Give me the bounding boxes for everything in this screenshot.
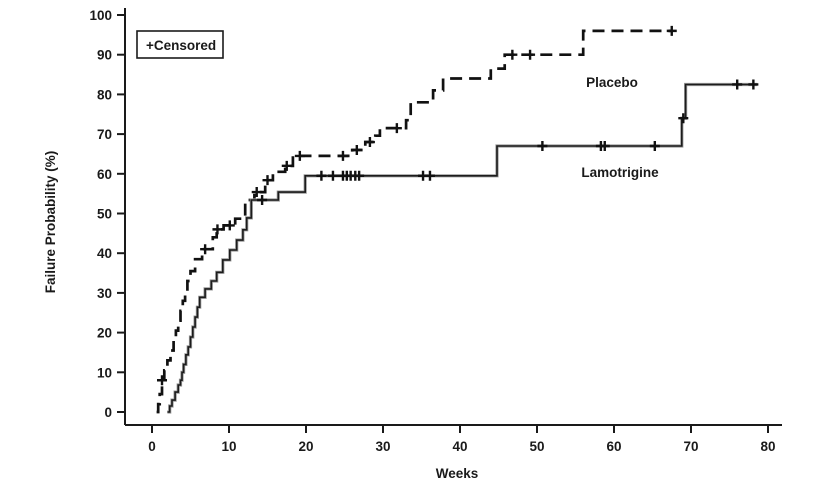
lamotrigine-series-label: Lamotrigine <box>581 165 659 180</box>
lamotrigine-censor-mark <box>537 141 548 152</box>
y-tick-label: 50 <box>97 207 112 222</box>
placebo-censor-mark <box>294 150 305 161</box>
y-tick-label: 20 <box>97 326 112 341</box>
x-tick-label: 70 <box>683 439 698 454</box>
placebo-censor-mark <box>507 49 518 60</box>
placebo-censor-mark <box>200 244 211 255</box>
placebo-curve <box>156 29 672 414</box>
x-tick-label: 50 <box>529 439 544 454</box>
lamotrigine-censor-mark <box>257 195 268 206</box>
placebo-censor-mark <box>337 150 348 161</box>
lamotrigine-censor-mark <box>678 113 689 124</box>
y-tick-label: 100 <box>89 8 112 23</box>
placebo-censor-mark <box>364 137 375 148</box>
x-tick-label: 80 <box>760 439 775 454</box>
y-axis-title: Failure Probability (%) <box>43 151 58 294</box>
y-tick-label: 30 <box>97 286 112 301</box>
censored-legend-label: +Censored <box>146 38 216 53</box>
lamotrigine-censor-mark <box>748 79 759 90</box>
placebo-censor-mark <box>251 187 262 198</box>
x-tick-label: 20 <box>298 439 313 454</box>
placebo-series-label: Placebo <box>586 75 638 90</box>
lamotrigine-censor-mark <box>354 170 365 181</box>
lamotrigine-censor-mark <box>316 170 327 181</box>
placebo-censor-mark <box>157 375 168 386</box>
placebo-censor-mark <box>224 220 235 231</box>
placebo-censor-mark <box>281 160 292 171</box>
x-tick-label: 0 <box>148 439 156 454</box>
y-tick-label: 90 <box>97 48 112 63</box>
y-tick-label: 70 <box>97 127 112 142</box>
y-tick-label: 0 <box>104 405 112 420</box>
placebo-censor-mark <box>525 49 536 60</box>
x-axis-title: Weeks <box>436 466 479 481</box>
lamotrigine-censor-mark <box>649 141 660 152</box>
y-tick-label: 10 <box>97 365 112 380</box>
x-tick-label: 10 <box>221 439 236 454</box>
y-tick-label: 80 <box>97 87 112 102</box>
placebo-censor-mark <box>212 224 223 235</box>
placebo-censor-mark <box>351 144 362 155</box>
y-tick-label: 60 <box>97 167 112 182</box>
x-tick-label: 60 <box>606 439 621 454</box>
lamotrigine-censor-mark <box>327 170 338 181</box>
y-tick-label: 40 <box>97 246 112 261</box>
censored-legend-box <box>136 30 224 59</box>
placebo-censor-mark <box>666 25 677 36</box>
lamotrigine-curve <box>167 83 758 413</box>
x-tick-label: 30 <box>375 439 390 454</box>
placebo-censor-mark <box>262 175 273 186</box>
lamotrigine-curve-halo <box>167 82 758 414</box>
lamotrigine-censor-mark <box>599 141 610 152</box>
lamotrigine-censor-mark <box>732 79 743 90</box>
chart-drawing-layer: 0 10 20 30 40 50 60 70 80 90 100 0 10 20 30 40 50 60 70 80 <box>89 8 782 454</box>
lamotrigine-censor-mark <box>424 170 435 181</box>
placebo-censor-mark <box>391 123 402 134</box>
x-tick-label: 40 <box>452 439 467 454</box>
